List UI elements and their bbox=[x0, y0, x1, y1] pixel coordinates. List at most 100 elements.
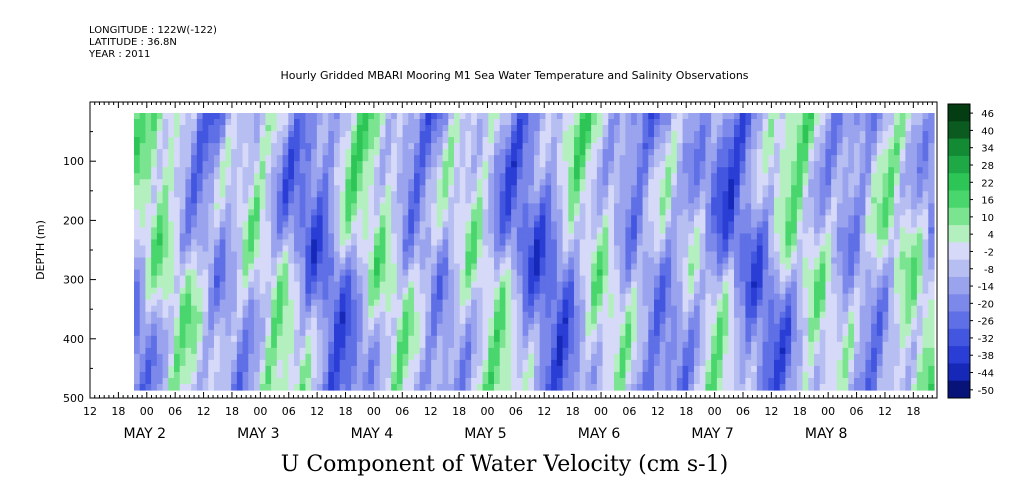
heatmap-cell bbox=[454, 149, 461, 156]
heatmap-cell bbox=[294, 179, 301, 186]
heatmap-cell bbox=[414, 293, 421, 301]
heatmap-cell bbox=[431, 269, 438, 277]
heatmap-cell bbox=[162, 113, 169, 120]
heatmap-cell bbox=[585, 281, 592, 289]
heatmap-cell bbox=[168, 227, 175, 235]
heatmap-cell bbox=[316, 305, 324, 313]
heatmap-cell bbox=[585, 305, 592, 313]
heatmap-cell bbox=[202, 365, 209, 373]
heatmap-cell bbox=[334, 323, 341, 331]
heatmap-cell bbox=[631, 353, 638, 361]
heatmap-cell bbox=[396, 221, 404, 229]
heatmap-cell bbox=[699, 155, 707, 162]
heatmap-cell bbox=[448, 269, 455, 277]
heatmap-cell bbox=[665, 335, 672, 343]
heatmap-cell bbox=[208, 167, 215, 174]
heatmap-cell bbox=[699, 245, 707, 253]
heatmap-cell bbox=[334, 293, 341, 301]
heatmap-cell bbox=[614, 197, 621, 204]
heatmap-cell bbox=[174, 353, 181, 361]
heatmap-cell bbox=[711, 353, 718, 361]
heatmap-cell bbox=[271, 137, 278, 144]
heatmap-cell bbox=[494, 137, 501, 144]
heatmap-cell bbox=[294, 269, 301, 277]
heatmap-cell bbox=[299, 131, 307, 138]
heatmap-cell bbox=[522, 197, 529, 204]
heatmap-cell bbox=[162, 209, 169, 216]
heatmap-cell bbox=[619, 161, 627, 168]
heatmap-cell bbox=[334, 257, 341, 265]
heatmap-cell bbox=[208, 227, 215, 235]
heatmap-cell bbox=[545, 383, 552, 391]
heatmap-cell bbox=[145, 155, 152, 162]
heatmap-cell bbox=[722, 341, 729, 349]
heatmap-cell bbox=[482, 245, 489, 253]
heatmap-cell bbox=[225, 269, 232, 277]
heatmap-cell bbox=[356, 209, 364, 216]
heatmap-cell bbox=[339, 257, 347, 265]
heatmap-cell bbox=[151, 275, 158, 283]
heatmap-cell bbox=[379, 161, 387, 168]
heatmap-cell bbox=[236, 269, 244, 277]
heatmap-cell bbox=[694, 335, 701, 343]
heatmap-cell bbox=[436, 203, 444, 210]
heatmap-cell bbox=[522, 335, 529, 343]
heatmap-cell bbox=[334, 197, 341, 204]
heatmap-cell bbox=[328, 131, 335, 138]
heatmap-cell bbox=[271, 209, 278, 216]
heatmap-cell bbox=[362, 161, 369, 168]
heatmap-cell bbox=[288, 209, 295, 216]
heatmap-cell bbox=[254, 317, 261, 325]
heatmap-cell bbox=[385, 383, 392, 391]
heatmap-cell bbox=[682, 293, 689, 301]
heatmap-cell bbox=[539, 227, 547, 235]
heatmap-cell bbox=[631, 179, 638, 186]
heatmap-cell bbox=[739, 293, 747, 301]
heatmap-cell bbox=[311, 203, 318, 210]
heatmap-cell bbox=[254, 341, 261, 349]
heatmap-cell bbox=[139, 113, 147, 120]
heatmap-cell bbox=[608, 209, 615, 216]
heatmap-cell bbox=[174, 233, 181, 241]
heatmap-cell bbox=[219, 377, 227, 385]
heatmap-cell bbox=[185, 203, 192, 210]
heatmap-cell bbox=[242, 353, 249, 361]
heatmap-cell bbox=[511, 233, 518, 241]
heatmap-cell bbox=[282, 377, 289, 385]
heatmap-cell bbox=[574, 293, 581, 301]
heatmap-cell bbox=[654, 197, 661, 204]
heatmap-cell bbox=[425, 149, 432, 156]
heatmap-cell bbox=[494, 233, 501, 241]
heatmap-cell bbox=[494, 221, 501, 229]
heatmap-cell bbox=[631, 143, 638, 150]
heatmap-cell bbox=[705, 119, 712, 126]
heatmap-cell bbox=[465, 335, 472, 343]
heatmap-cell bbox=[316, 131, 324, 138]
heatmap-cell bbox=[596, 173, 604, 180]
heatmap-cell bbox=[619, 263, 627, 271]
heatmap-cell bbox=[528, 137, 535, 144]
heatmap-cell bbox=[654, 149, 661, 156]
heatmap-cell bbox=[534, 245, 541, 253]
heatmap-cell bbox=[596, 143, 604, 150]
heatmap-cell bbox=[619, 365, 627, 373]
heatmap-cell bbox=[448, 239, 455, 247]
heatmap-cell bbox=[402, 221, 409, 229]
heatmap-cell bbox=[579, 125, 587, 132]
heatmap-cell bbox=[185, 113, 192, 120]
heatmap-cell bbox=[459, 269, 467, 277]
heatmap-cell bbox=[711, 383, 718, 391]
heatmap-cell bbox=[676, 347, 684, 355]
heatmap-cell bbox=[728, 341, 735, 349]
heatmap-cell bbox=[568, 119, 575, 126]
heatmap-cell bbox=[299, 155, 307, 162]
heatmap-cell bbox=[425, 353, 432, 361]
heatmap-cell bbox=[699, 137, 707, 144]
heatmap-cell bbox=[596, 287, 604, 295]
heatmap-cell bbox=[214, 227, 221, 235]
heatmap-cell bbox=[385, 323, 392, 331]
heatmap-cell bbox=[305, 227, 312, 235]
heatmap-cell bbox=[259, 263, 267, 271]
heatmap-cell bbox=[608, 191, 615, 198]
heatmap-cell bbox=[368, 203, 375, 210]
